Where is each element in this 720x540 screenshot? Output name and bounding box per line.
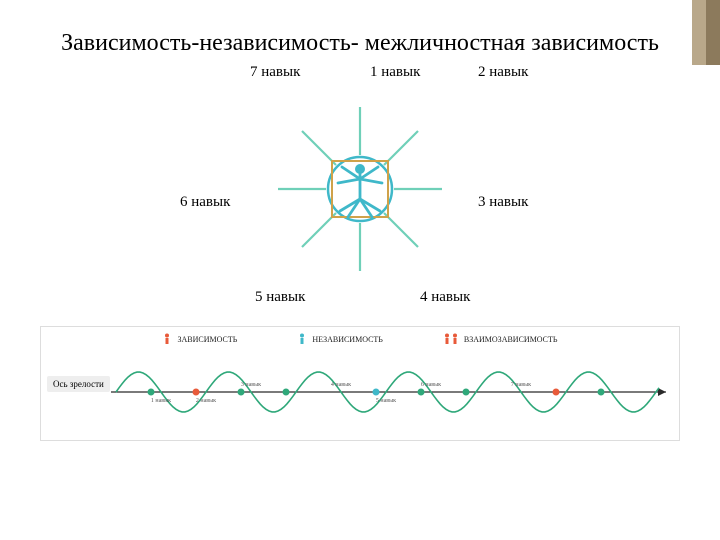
habit-label-3: 3 навык [478,194,528,211]
habit-label-7: 7 навык [250,64,300,81]
page-title: Зависимость-независимость- межличностная… [0,0,720,74]
habit-label-2: 2 навык [478,64,528,81]
timeline-svg: 1 навык 2 навык 3 навык 4 навык 5 навык 6 нав… [41,327,681,442]
maturity-timeline: ЗАВИСИМОСТЬ НЕЗАВИСИМОСТЬ ВЗАИМОЗАВИСИМО… [40,326,680,441]
vitruvian-figure [270,99,450,279]
svg-text:2 навык: 2 навык [196,398,216,404]
svg-text:5 навык: 5 навык [376,398,396,404]
radial-diagram: 1 навык 2 навык 3 навык 4 навык 5 навык … [160,74,560,304]
svg-text:6 навык: 6 навык [421,382,441,388]
habit-label-6: 6 навык [180,194,230,211]
svg-text:3 навык: 3 навык [241,382,261,388]
habit-label-1: 1 навык [370,64,420,81]
habit-label-4: 4 навык [420,289,470,306]
accent-bar [692,0,720,65]
svg-text:1 навык: 1 навык [151,398,171,404]
svg-text:7 навык: 7 навык [511,382,531,388]
habit-label-5: 5 навык [255,289,305,306]
svg-text:4 навык: 4 навык [331,382,351,388]
